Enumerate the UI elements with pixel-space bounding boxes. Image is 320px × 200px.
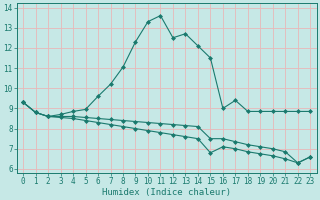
X-axis label: Humidex (Indice chaleur): Humidex (Indice chaleur) (102, 188, 231, 197)
